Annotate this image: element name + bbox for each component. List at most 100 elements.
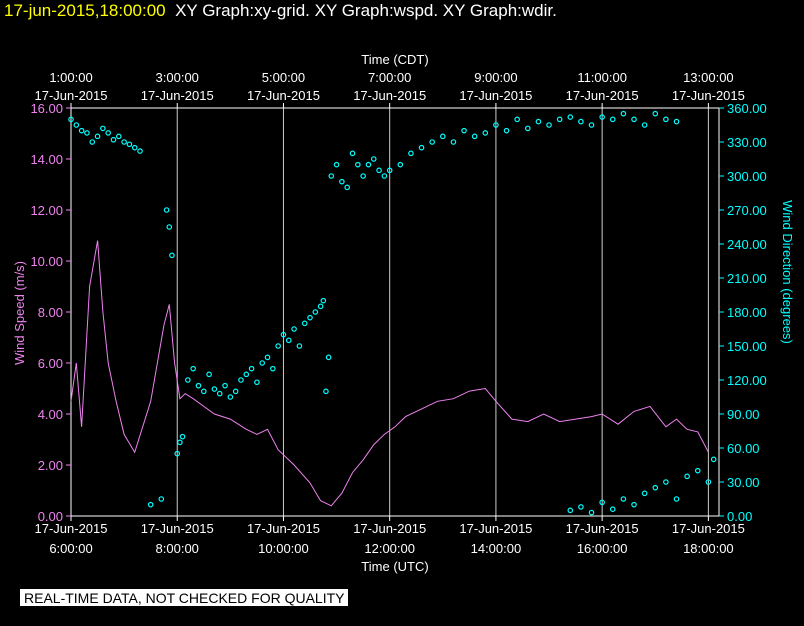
x-bottom-tick-date: 17-Jun-2015 bbox=[459, 521, 532, 536]
x-bottom-tick-date: 17-Jun-2015 bbox=[566, 521, 639, 536]
y-right-tick-label: 90.00 bbox=[727, 407, 760, 422]
x-bottom-tick-date: 17-Jun-2015 bbox=[672, 521, 745, 536]
point-wind-direction bbox=[418, 144, 425, 151]
point-wind-direction bbox=[503, 127, 510, 134]
point-wind-direction bbox=[248, 365, 255, 372]
point-wind-direction bbox=[333, 161, 340, 168]
point-wind-direction bbox=[222, 382, 228, 389]
x-bottom-tick-time: 16:00:00 bbox=[577, 541, 628, 556]
point-wind-direction bbox=[323, 388, 329, 395]
point-wind-direction bbox=[663, 116, 669, 123]
point-wind-direction bbox=[578, 118, 584, 125]
point-wind-direction bbox=[482, 130, 489, 136]
timestamp: 17-jun-2015,18:00:00 bbox=[4, 1, 166, 20]
point-wind-direction bbox=[317, 303, 324, 310]
point-wind-direction bbox=[190, 365, 196, 372]
point-wind-direction bbox=[355, 161, 361, 168]
x-bottom-tick-time: 12:00:00 bbox=[364, 541, 415, 556]
point-wind-direction bbox=[620, 496, 627, 502]
y-right-tick-label: 240.00 bbox=[727, 237, 767, 252]
x-bottom-tick-date: 17-Jun-2015 bbox=[141, 521, 214, 536]
point-wind-direction bbox=[684, 473, 690, 480]
point-wind-direction bbox=[110, 136, 117, 143]
x-bottom-axis-label: Time (UTC) bbox=[361, 559, 428, 574]
x-top-tick-date: 17-Jun-2015 bbox=[247, 88, 320, 103]
point-wind-direction bbox=[275, 343, 281, 349]
point-wind-direction bbox=[195, 382, 202, 389]
point-wind-direction bbox=[177, 439, 183, 446]
point-wind-direction bbox=[285, 337, 292, 344]
point-wind-direction bbox=[471, 133, 478, 140]
x-top-tick-date: 17-Jun-2015 bbox=[672, 88, 745, 103]
point-wind-direction bbox=[609, 506, 616, 513]
point-wind-direction bbox=[94, 133, 101, 140]
series-line-wind-speed bbox=[70, 240, 709, 507]
y-right-tick-label: 0.00 bbox=[727, 509, 752, 524]
point-wind-direction bbox=[631, 501, 637, 508]
point-wind-direction bbox=[567, 507, 574, 514]
point-wind-direction bbox=[360, 173, 366, 179]
data-marks bbox=[68, 110, 717, 516]
x-bottom-tick-date: 17-Jun-2015 bbox=[35, 521, 108, 536]
point-wind-direction bbox=[259, 360, 266, 366]
point-wind-direction bbox=[376, 167, 382, 174]
point-wind-direction bbox=[206, 371, 212, 378]
point-wind-direction bbox=[524, 125, 531, 132]
point-wind-direction bbox=[121, 139, 127, 145]
point-wind-direction bbox=[227, 394, 234, 400]
y-left-tick-label: 12.00 bbox=[30, 203, 63, 218]
point-wind-direction bbox=[270, 365, 276, 372]
point-wind-direction bbox=[365, 161, 372, 168]
plot-frame bbox=[70, 107, 720, 517]
y-right-tick-label: 60.00 bbox=[727, 441, 760, 456]
point-wind-direction bbox=[126, 141, 133, 148]
point-wind-direction bbox=[166, 224, 173, 230]
point-wind-direction bbox=[349, 150, 356, 157]
point-wind-direction bbox=[514, 116, 520, 123]
x-bottom-tick-time: 8:00:00 bbox=[156, 541, 199, 556]
point-wind-direction bbox=[73, 122, 80, 128]
point-wind-direction bbox=[100, 125, 106, 132]
point-wind-direction bbox=[312, 309, 319, 315]
point-wind-direction bbox=[307, 314, 313, 321]
graph-list: XY Graph:xy-grid. XY Graph:wspd. XY Grap… bbox=[175, 1, 557, 20]
chart-header: 17-jun-2015,18:00:00 XY Graph:xy-grid. X… bbox=[4, 1, 557, 21]
point-wind-direction bbox=[631, 116, 637, 123]
point-wind-direction bbox=[370, 156, 377, 162]
y-right-tick-label: 330.00 bbox=[727, 135, 767, 150]
point-wind-direction bbox=[599, 499, 605, 506]
point-wind-direction bbox=[200, 388, 207, 395]
y-right-tick-label: 120.00 bbox=[727, 373, 767, 388]
point-wind-direction bbox=[397, 161, 404, 168]
point-wind-direction bbox=[493, 122, 499, 128]
point-wind-direction bbox=[169, 252, 175, 259]
point-wind-direction bbox=[254, 379, 260, 386]
point-wind-direction bbox=[546, 122, 552, 128]
point-wind-direction bbox=[578, 504, 584, 510]
point-wind-direction bbox=[673, 496, 680, 502]
point-wind-direction bbox=[705, 479, 712, 485]
y-right-axis-label: Wind Direction (degrees) bbox=[780, 200, 795, 344]
gridlines bbox=[176, 108, 709, 516]
quality-notice: REAL-TIME DATA, NOT CHECKED FOR QUALITY bbox=[20, 589, 349, 606]
point-wind-direction bbox=[344, 184, 350, 191]
point-wind-direction bbox=[296, 343, 303, 349]
point-wind-direction bbox=[179, 433, 186, 440]
point-wind-direction bbox=[673, 118, 680, 125]
y-left-tick-label: 0.00 bbox=[38, 509, 63, 524]
point-wind-direction bbox=[243, 371, 250, 378]
point-wind-direction bbox=[461, 127, 467, 134]
y-right-tick-label: 30.00 bbox=[727, 475, 760, 490]
point-wind-direction bbox=[238, 377, 244, 383]
x-top-tick-date: 17-Jun-2015 bbox=[353, 88, 426, 103]
point-wind-direction bbox=[131, 144, 138, 151]
tick-labels: 17-Jun-2015 6:00:00 17-Jun-2015 8:00:00 17-J… bbox=[30, 70, 766, 556]
point-wind-direction bbox=[440, 133, 446, 140]
point-wind-direction bbox=[652, 484, 659, 491]
point-wind-direction bbox=[328, 173, 335, 179]
point-wind-direction bbox=[450, 139, 457, 145]
point-wind-direction bbox=[174, 450, 181, 457]
y-right-tick-label: 270.00 bbox=[727, 203, 767, 218]
x-bottom-tick-time: 18:00:00 bbox=[683, 541, 734, 556]
